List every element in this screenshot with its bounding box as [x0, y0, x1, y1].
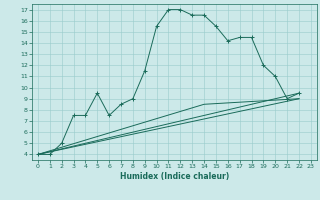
X-axis label: Humidex (Indice chaleur): Humidex (Indice chaleur): [120, 172, 229, 181]
